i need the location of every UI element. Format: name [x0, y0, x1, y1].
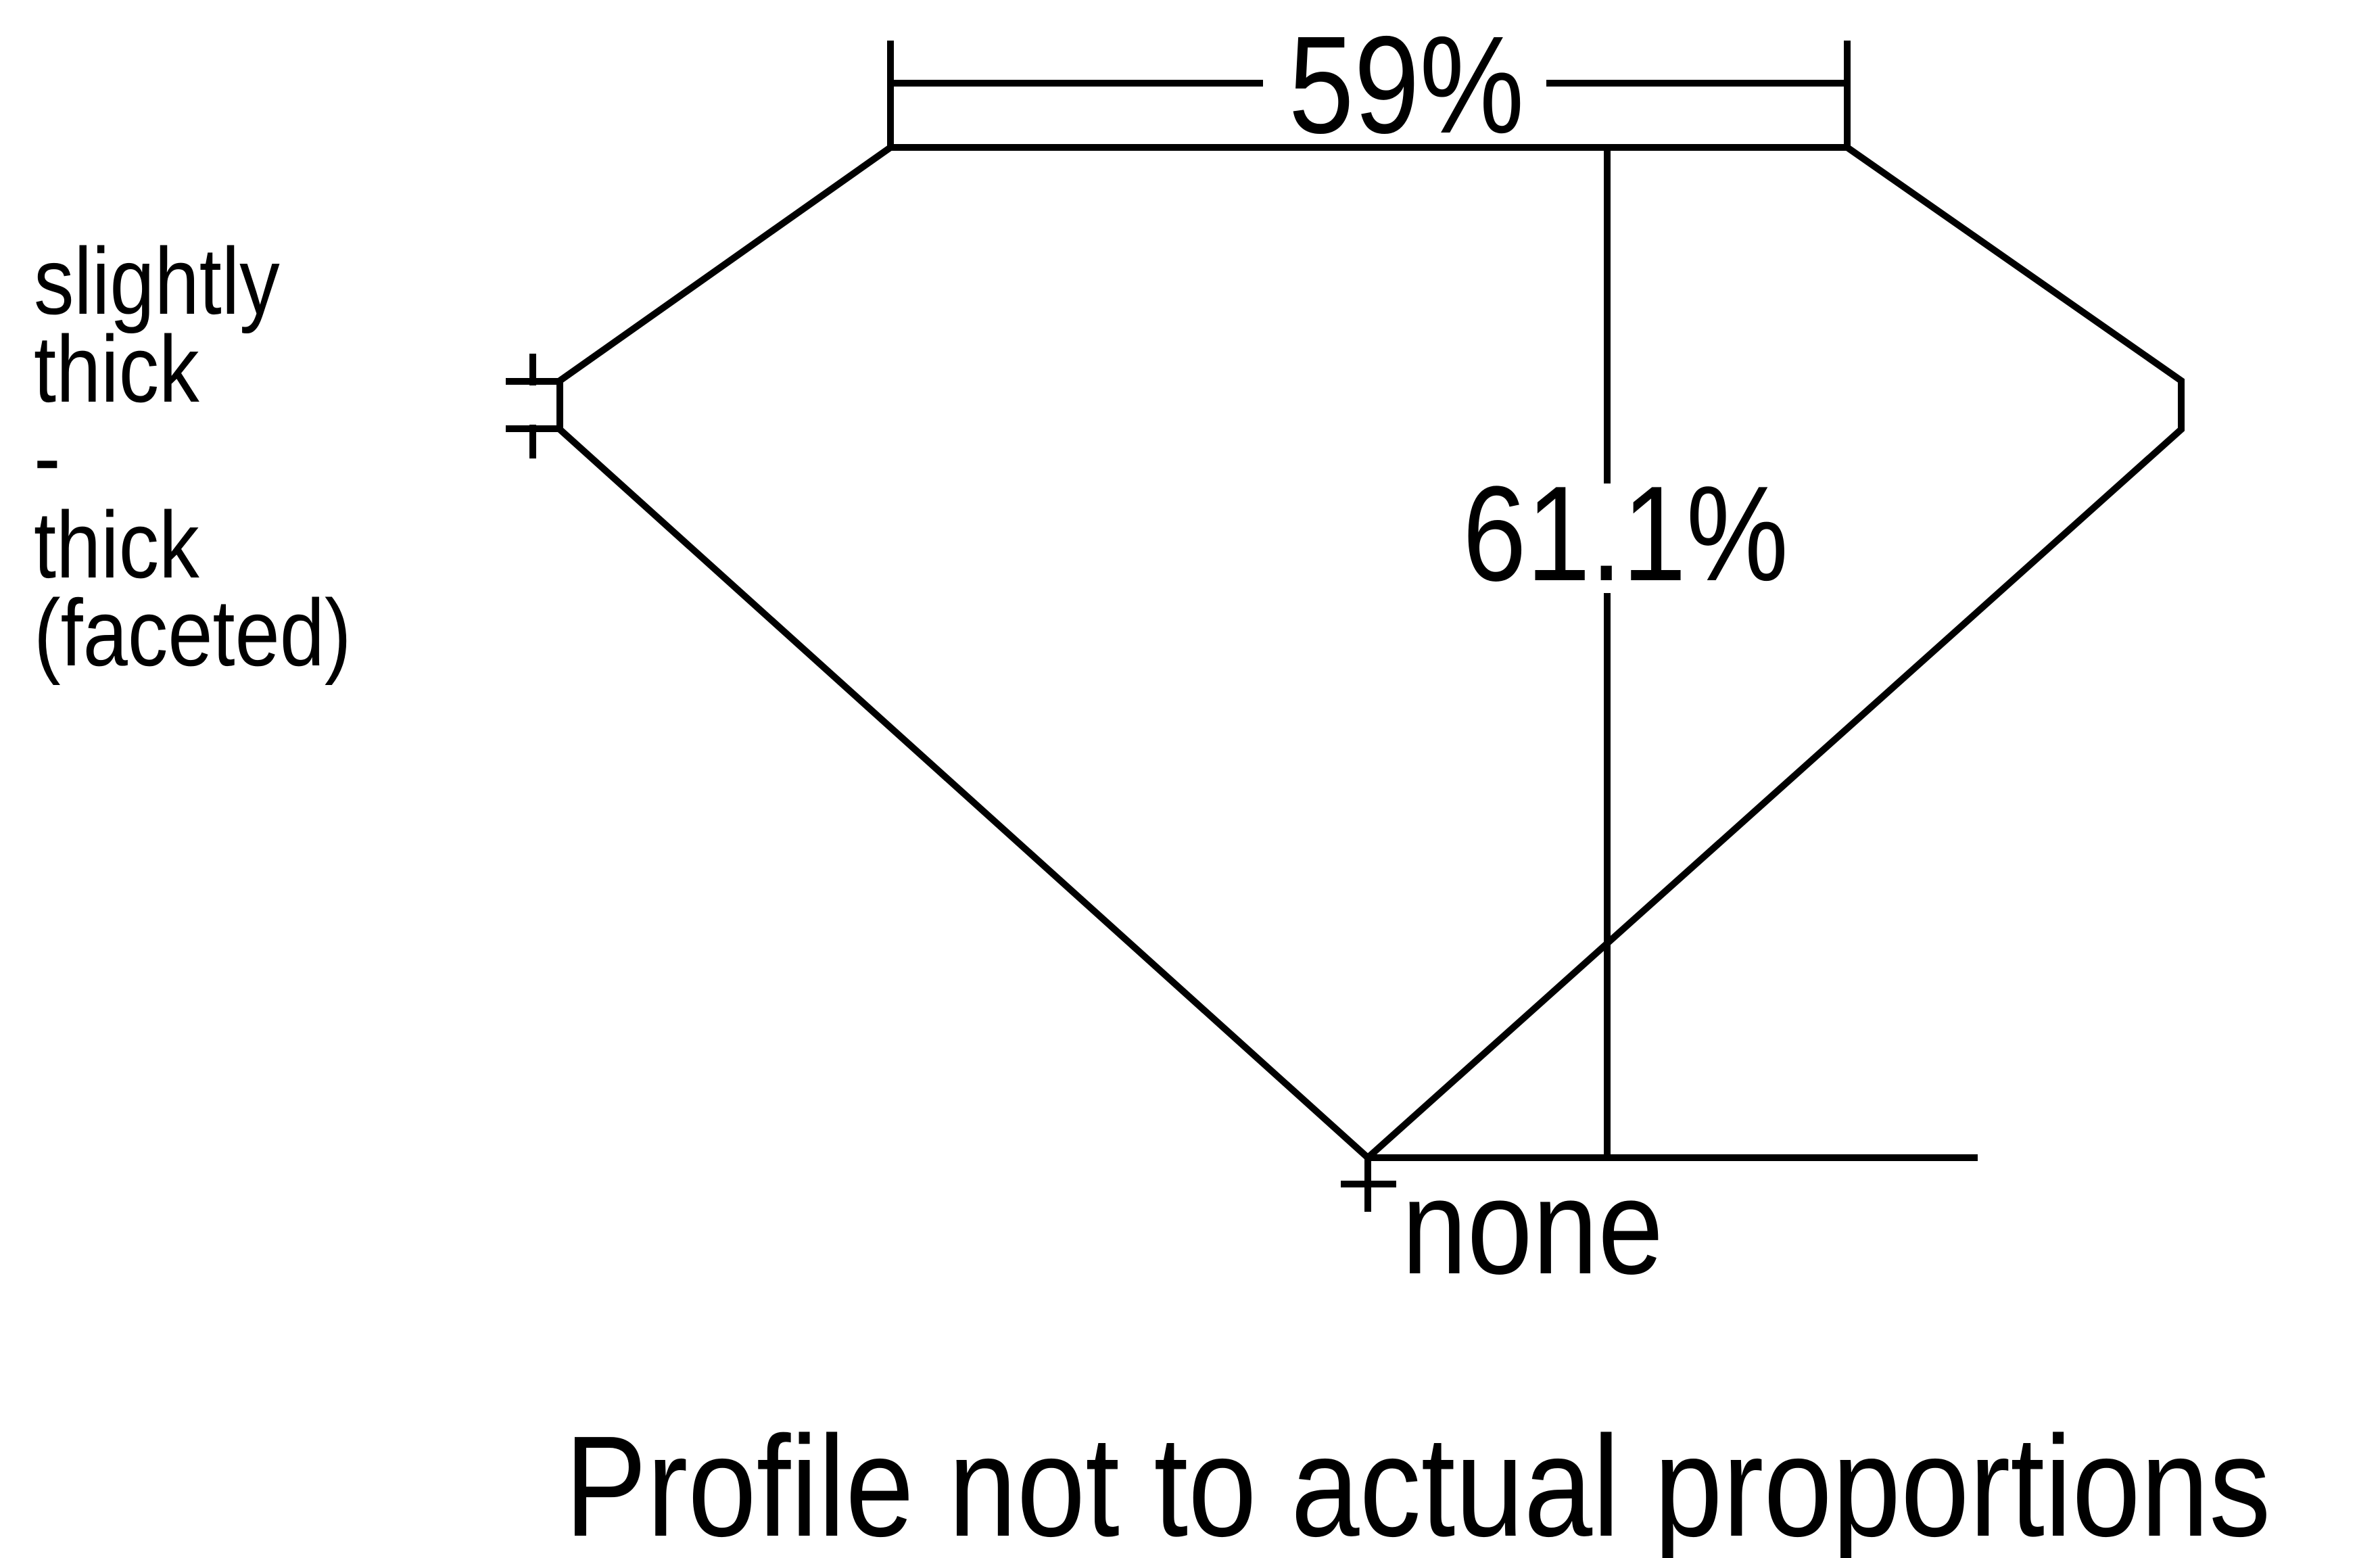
- girdle-thickness-line-3: -: [34, 404, 61, 510]
- girdle-thickness-line-5: (faceted): [34, 580, 352, 686]
- culet-size-label: none: [1402, 1151, 1663, 1302]
- depth-percent-label: 61.1%: [1462, 458, 1788, 609]
- diamond-outline: [556, 144, 2185, 1162]
- girdle-thickness-label: slightly thick - thick (faceted): [34, 228, 352, 686]
- girdle-thickness-line-1: slightly: [34, 228, 280, 334]
- girdle-thickness-line-2: thick: [34, 316, 200, 422]
- profile-caption: Profile not to actual proportions: [565, 1406, 2270, 1558]
- girdle-thickness-ticks: [506, 354, 560, 458]
- table-percent-label: 59%: [1289, 8, 1525, 162]
- culet-plus-marker: [1341, 1158, 1396, 1212]
- girdle-thickness-line-4: thick: [34, 492, 200, 598]
